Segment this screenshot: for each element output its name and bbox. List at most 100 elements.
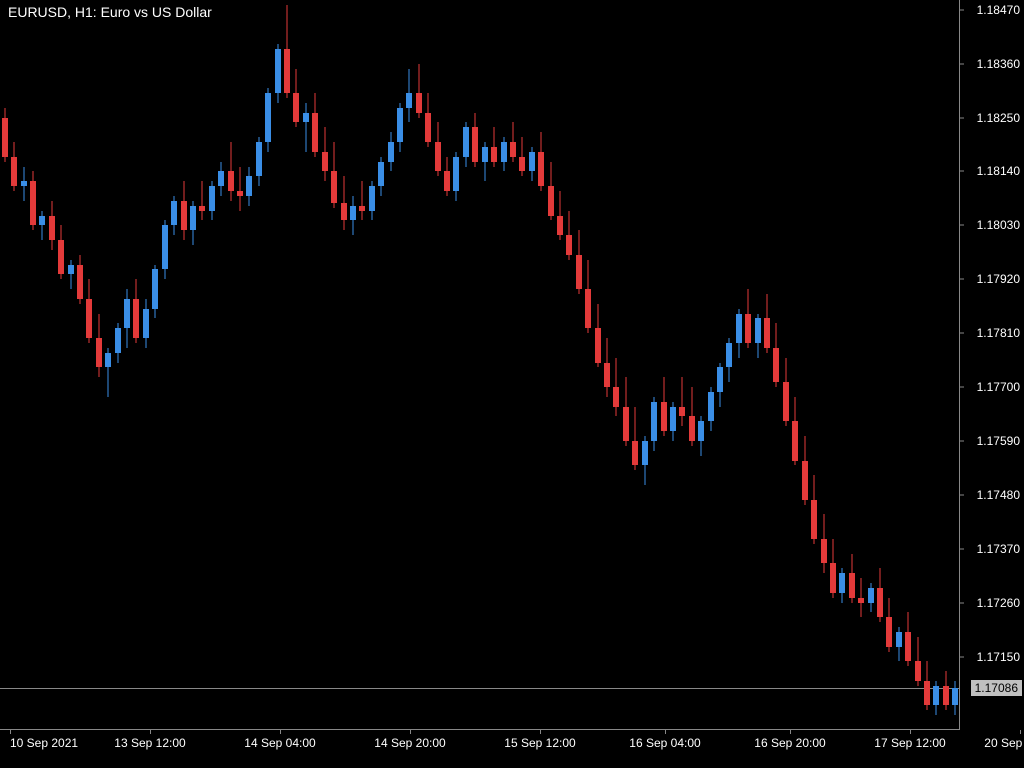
candle[interactable]: [839, 0, 845, 730]
candle[interactable]: [275, 0, 281, 730]
candle[interactable]: [642, 0, 648, 730]
candle[interactable]: [849, 0, 855, 730]
candle[interactable]: [670, 0, 676, 730]
candle[interactable]: [133, 0, 139, 730]
candle[interactable]: [491, 0, 497, 730]
candle[interactable]: [783, 0, 789, 730]
candle[interactable]: [359, 0, 365, 730]
candle[interactable]: [623, 0, 629, 730]
candle[interactable]: [190, 0, 196, 730]
candle[interactable]: [933, 0, 939, 730]
candle[interactable]: [237, 0, 243, 730]
candle[interactable]: [96, 0, 102, 730]
candle[interactable]: [708, 0, 714, 730]
candle[interactable]: [585, 0, 591, 730]
candle[interactable]: [915, 0, 921, 730]
candle[interactable]: [378, 0, 384, 730]
candle[interactable]: [773, 0, 779, 730]
candle[interactable]: [152, 0, 158, 730]
candle[interactable]: [115, 0, 121, 730]
candle[interactable]: [557, 0, 563, 730]
candle[interactable]: [952, 0, 958, 730]
candle[interactable]: [877, 0, 883, 730]
candle[interactable]: [199, 0, 205, 730]
candle[interactable]: [792, 0, 798, 730]
candle[interactable]: [576, 0, 582, 730]
candle[interactable]: [406, 0, 412, 730]
candle[interactable]: [11, 0, 17, 730]
candle[interactable]: [802, 0, 808, 730]
candle[interactable]: [896, 0, 902, 730]
candle[interactable]: [755, 0, 761, 730]
candle[interactable]: [312, 0, 318, 730]
candle[interactable]: [293, 0, 299, 730]
candle[interactable]: [331, 0, 337, 730]
candle[interactable]: [124, 0, 130, 730]
candle[interactable]: [162, 0, 168, 730]
candle[interactable]: [510, 0, 516, 730]
candle[interactable]: [86, 0, 92, 730]
candle[interactable]: [764, 0, 770, 730]
candle[interactable]: [77, 0, 83, 730]
candle[interactable]: [246, 0, 252, 730]
candle[interactable]: [322, 0, 328, 730]
candle[interactable]: [519, 0, 525, 730]
candle[interactable]: [21, 0, 27, 730]
candle[interactable]: [501, 0, 507, 730]
candle[interactable]: [435, 0, 441, 730]
candle[interactable]: [256, 0, 262, 730]
candle[interactable]: [341, 0, 347, 730]
candle[interactable]: [529, 0, 535, 730]
candle[interactable]: [2, 0, 8, 730]
candle[interactable]: [811, 0, 817, 730]
candle[interactable]: [689, 0, 695, 730]
candle[interactable]: [632, 0, 638, 730]
candle[interactable]: [416, 0, 422, 730]
candle[interactable]: [209, 0, 215, 730]
candle[interactable]: [868, 0, 874, 730]
candle[interactable]: [453, 0, 459, 730]
candle[interactable]: [425, 0, 431, 730]
candle[interactable]: [58, 0, 64, 730]
candle[interactable]: [943, 0, 949, 730]
candle[interactable]: [444, 0, 450, 730]
candle[interactable]: [105, 0, 111, 730]
candle[interactable]: [538, 0, 544, 730]
candle[interactable]: [181, 0, 187, 730]
candle[interactable]: [228, 0, 234, 730]
plot-area[interactable]: [0, 0, 960, 730]
chart-container[interactable]: EURUSD, H1: Euro vs US Dollar 1.17086 1.…: [0, 0, 1024, 768]
candle[interactable]: [679, 0, 685, 730]
candle[interactable]: [30, 0, 36, 730]
candle[interactable]: [397, 0, 403, 730]
candle[interactable]: [595, 0, 601, 730]
candle[interactable]: [924, 0, 930, 730]
candle[interactable]: [369, 0, 375, 730]
candle[interactable]: [604, 0, 610, 730]
candle[interactable]: [613, 0, 619, 730]
candle[interactable]: [566, 0, 572, 730]
candle[interactable]: [171, 0, 177, 730]
candle[interactable]: [905, 0, 911, 730]
candle[interactable]: [472, 0, 478, 730]
candle[interactable]: [303, 0, 309, 730]
candle[interactable]: [284, 0, 290, 730]
candle[interactable]: [68, 0, 74, 730]
candle[interactable]: [548, 0, 554, 730]
candle[interactable]: [698, 0, 704, 730]
candle[interactable]: [39, 0, 45, 730]
candle[interactable]: [858, 0, 864, 730]
candle[interactable]: [821, 0, 827, 730]
candle[interactable]: [482, 0, 488, 730]
candle[interactable]: [830, 0, 836, 730]
candle[interactable]: [463, 0, 469, 730]
candle[interactable]: [886, 0, 892, 730]
candle[interactable]: [218, 0, 224, 730]
candle[interactable]: [265, 0, 271, 730]
candle[interactable]: [745, 0, 751, 730]
candle[interactable]: [661, 0, 667, 730]
candle[interactable]: [350, 0, 356, 730]
candle[interactable]: [49, 0, 55, 730]
candle[interactable]: [726, 0, 732, 730]
candle[interactable]: [717, 0, 723, 730]
